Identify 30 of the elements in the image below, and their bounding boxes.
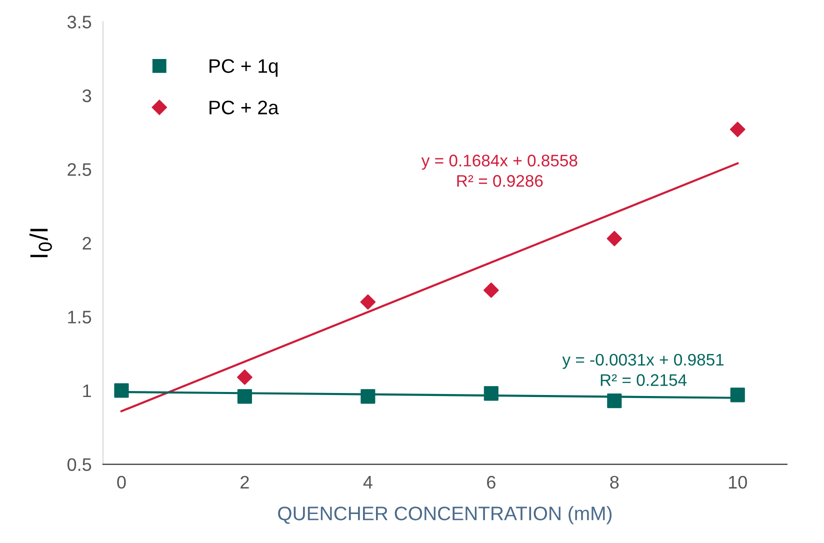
legend-label: PC + 1q — [210, 59, 278, 77]
y-tick-label: 0.5 — [67, 458, 92, 471]
point — [730, 122, 746, 138]
annotation: y = -0.0031x + 0.9851 R² = 0.2154 — [562, 354, 724, 386]
legend-label: PC + 2a — [210, 100, 279, 114]
y-axis-title: I$_{0}$/I — [29, 228, 52, 258]
point — [607, 394, 622, 408]
x-tick-label: 8 — [610, 476, 619, 489]
x-tick-label: 6 — [487, 476, 496, 489]
y-tick-label: 1.5 — [68, 310, 92, 324]
y-tick-label: 3.5 — [67, 16, 92, 28]
point — [114, 383, 129, 398]
point — [360, 294, 376, 310]
point — [730, 388, 745, 402]
y-tick-label: 3 — [82, 89, 92, 102]
annotation: y = 0.1684x + 0.8558 R² = 0.9286 — [421, 154, 578, 187]
x-axis-title: QUENCHER CONCENTRATION (mM) — [278, 506, 612, 524]
y-tick-label: 1 — [83, 384, 92, 398]
x-tick-label: 4 — [363, 476, 372, 488]
point — [237, 389, 252, 404]
point — [360, 389, 376, 404]
point — [237, 370, 252, 385]
y-tick-label: 2 — [82, 236, 91, 250]
point — [484, 282, 499, 298]
x-tick-label: 0 — [117, 476, 126, 489]
y-tick-label: 2.5 — [68, 163, 92, 176]
x-tick-label: 10 — [728, 476, 747, 489]
x-tick-label: 2 — [240, 476, 249, 488]
point — [484, 386, 498, 401]
point — [606, 230, 622, 246]
